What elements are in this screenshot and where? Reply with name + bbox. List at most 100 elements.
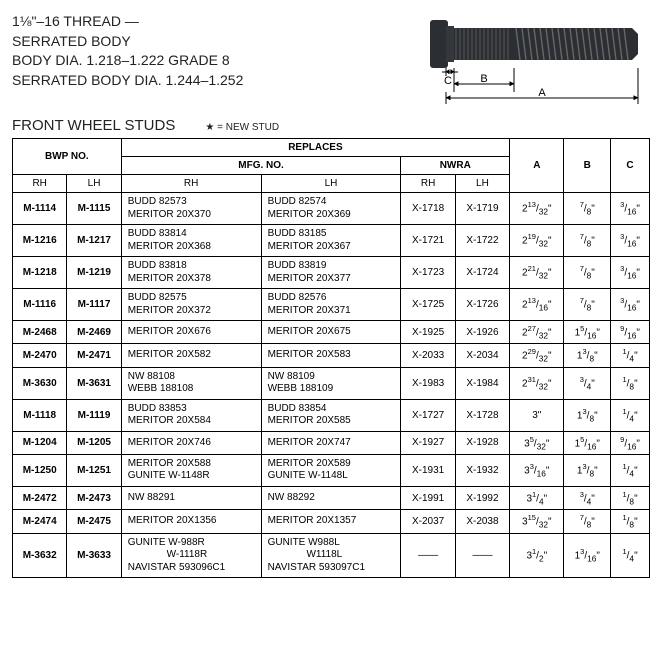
cell-mfg-rh: MERITOR 20X746 [121,431,261,454]
cell-nwra-lh: X-2038 [455,510,509,533]
spec-line4: SERRATED BODY DIA. 1.244–1.252 [12,71,243,91]
cell-bwp-lh: M-2475 [67,510,121,533]
spec-line1: 1⅛"–16 THREAD — [12,12,243,32]
cell-b: 13/8" [564,454,611,486]
cell-c: 3/16" [611,193,650,225]
cell-mfg-rh: BUDD 83818MERITOR 20X378 [121,257,261,289]
cell-bwp-lh: M-1117 [67,289,121,321]
cell-mfg-rh: NW 88291 [121,486,261,509]
cell-a: 33/16" [510,454,564,486]
cell-bwp-lh: M-3631 [67,367,121,399]
table-row: M-3632M-3633GUNITE W-988R W-1118RNAVISTA… [13,533,650,578]
cell-bwp-rh: M-2470 [13,344,67,367]
cell-bwp-rh: M-2468 [13,321,67,344]
cell-nwra-rh: X-1725 [401,289,455,321]
cell-c: 1/4" [611,344,650,367]
cell-mfg-lh: BUDD 82574MERITOR 20X369 [261,193,401,225]
cell-a: 31/4" [510,486,564,509]
cell-bwp-lh: M-1217 [67,225,121,257]
cell-bwp-rh: M-2474 [13,510,67,533]
table-row: M-1204M-1205MERITOR 20X746MERITOR 20X747… [13,431,650,454]
cell-nwra-lh: X-1728 [455,399,509,431]
cell-nwra-rh: X-1927 [401,431,455,454]
cell-a: 227/32" [510,321,564,344]
cell-bwp-lh: M-1205 [67,431,121,454]
cell-c: 1/8" [611,486,650,509]
cell-nwra-lh: X-1724 [455,257,509,289]
cell-mfg-rh: GUNITE W-988R W-1118RNAVISTAR 593096C1 [121,533,261,578]
table-row: M-2472M-2473NW 88291NW 88292X-1991X-1992… [13,486,650,509]
spec-block: 1⅛"–16 THREAD — SERRATED BODY BODY DIA. … [12,12,243,90]
cell-nwra-rh: X-1983 [401,367,455,399]
cell-bwp-lh: M-2471 [67,344,121,367]
cell-nwra-rh: X-1718 [401,193,455,225]
cell-mfg-rh: BUDD 82575MERITOR 20X372 [121,289,261,321]
cell-nwra-rh: X-1723 [401,257,455,289]
cell-nwra-lh: X-1722 [455,225,509,257]
hdr-bwp-rh: RH [13,175,67,193]
hdr-nwra-rh: RH [401,175,455,193]
cell-mfg-lh: BUDD 83854MERITOR 20X585 [261,399,401,431]
cell-c: 1/4" [611,533,650,578]
cell-nwra-lh: X-1926 [455,321,509,344]
cell-mfg-rh: MERITOR 20X582 [121,344,261,367]
dim-b-label: B [480,73,487,85]
cell-mfg-rh: BUDD 83814MERITOR 20X368 [121,225,261,257]
cell-a: 219/32" [510,225,564,257]
cell-nwra-lh: —— [455,533,509,578]
cell-c: 1/4" [611,454,650,486]
cell-c: 3/16" [611,225,650,257]
cell-nwra-rh: X-1931 [401,454,455,486]
hdr-mfg-rh: RH [121,175,261,193]
cell-a: 3" [510,399,564,431]
cell-c: 9/16" [611,321,650,344]
dim-a-label: A [538,87,546,99]
cell-c: 9/16" [611,431,650,454]
cell-b: 13/8" [564,399,611,431]
cell-b: 7/8" [564,257,611,289]
cell-a: 315/32" [510,510,564,533]
cell-mfg-lh: BUDD 83819MERITOR 20X377 [261,257,401,289]
table-row: M-1216M-1217BUDD 83814MERITOR 20X368BUDD… [13,225,650,257]
cell-a: 31/2" [510,533,564,578]
cell-mfg-lh: GUNITE W988L W1118LNAVISTAR 593097C1 [261,533,401,578]
cell-a: 229/32" [510,344,564,367]
table-row: M-1218M-1219BUDD 83818MERITOR 20X378BUDD… [13,257,650,289]
cell-bwp-rh: M-2472 [13,486,67,509]
cell-bwp-rh: M-1118 [13,399,67,431]
cell-mfg-rh: NW 88108WEBB 188108 [121,367,261,399]
cell-mfg-lh: NW 88109WEBB 188109 [261,367,401,399]
cell-mfg-rh: MERITOR 20X1356 [121,510,261,533]
spec-line2: SERRATED BODY [12,32,243,52]
cell-mfg-lh: NW 88292 [261,486,401,509]
cell-b: 13/8" [564,344,611,367]
cell-bwp-rh: M-3630 [13,367,67,399]
cell-bwp-lh: M-1251 [67,454,121,486]
cell-b: 7/8" [564,289,611,321]
cell-nwra-rh: X-1925 [401,321,455,344]
cell-c: 1/4" [611,399,650,431]
new-stud-legend: ★ = NEW STUD [205,122,279,133]
hdr-bwp: BWP NO. [13,139,122,175]
cell-mfg-rh: MERITOR 20X676 [121,321,261,344]
hdr-a: A [510,139,564,193]
cell-a: 231/32" [510,367,564,399]
cell-nwra-lh: X-1928 [455,431,509,454]
cell-nwra-rh: X-1991 [401,486,455,509]
cell-mfg-lh: BUDD 82576MERITOR 20X371 [261,289,401,321]
cell-mfg-rh: BUDD 82573MERITOR 20X370 [121,193,261,225]
section-title: FRONT WHEEL STUDS [12,117,175,134]
cell-b: 13/16" [564,533,611,578]
table-row: M-3630M-3631NW 88108WEBB 188108NW 88109W… [13,367,650,399]
cell-nwra-rh: X-1727 [401,399,455,431]
cell-bwp-rh: M-1116 [13,289,67,321]
cell-mfg-rh: MERITOR 20X588GUNITE W-1148R [121,454,261,486]
hdr-b: B [564,139,611,193]
stud-diagram: C B A [420,12,650,107]
cell-mfg-lh: MERITOR 20X1357 [261,510,401,533]
hdr-mfg: MFG. NO. [121,157,401,175]
cell-bwp-rh: M-1204 [13,431,67,454]
hdr-c: C [611,139,650,193]
cell-nwra-lh: X-1719 [455,193,509,225]
cell-mfg-lh: BUDD 83185MERITOR 20X367 [261,225,401,257]
